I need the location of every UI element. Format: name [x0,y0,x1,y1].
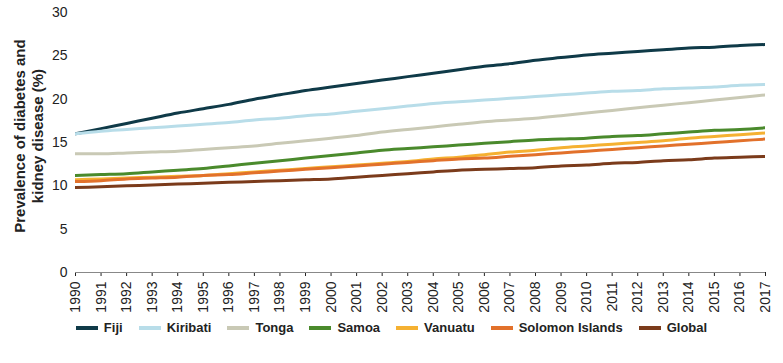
svg-text:2001: 2001 [348,281,364,312]
html-text:Vanuatu: Vanuatu [424,320,475,335]
svg-text:2013: 2013 [655,281,671,312]
svg-text:15: 15 [52,134,68,150]
svg-text:1998: 1998 [271,281,287,312]
html-text:Prevalence of diabetes and kid: Prevalence of diabetes and kidney diseas… [11,39,46,233]
svg-text:1995: 1995 [195,281,211,312]
svg-text:1992: 1992 [118,281,134,312]
svg-text:1994: 1994 [169,281,185,312]
html-text:Kiribati: Kiribati [166,320,212,335]
svg-text:2011: 2011 [604,281,620,311]
svg-text:2009: 2009 [553,281,569,312]
svg-text:2000: 2000 [323,281,339,312]
svg-text:2004: 2004 [425,281,441,312]
svg-text:2006: 2006 [476,281,492,312]
html-text:Global: Global [666,320,708,335]
svg-text:2005: 2005 [450,281,466,312]
svg-text:2015: 2015 [706,281,722,312]
svg-text:25: 25 [52,47,68,63]
svg-text:2014: 2014 [680,281,696,312]
html-text:Tonga: Tonga [255,320,294,335]
svg-text:1997: 1997 [246,281,262,312]
html-text:Fiji: Fiji [103,320,123,335]
svg-text:0: 0 [60,264,68,280]
svg-text:2003: 2003 [399,281,415,312]
svg-text:1996: 1996 [220,281,236,312]
svg-text:2008: 2008 [527,281,543,312]
svg-text:20: 20 [52,91,68,107]
svg-text:1993: 1993 [144,281,160,312]
svg-text:2016: 2016 [731,281,747,312]
svg-text:5: 5 [60,221,68,237]
svg-text:1999: 1999 [297,281,313,312]
svg-text:2010: 2010 [578,281,594,312]
html-text:Solomon Islands: Solomon Islands [518,320,623,335]
svg-text:2012: 2012 [629,281,645,312]
svg-text:1991: 1991 [93,281,109,312]
svg-text:10: 10 [52,177,68,193]
svg-text:2007: 2007 [501,281,517,312]
svg-text:2017: 2017 [757,281,773,312]
svg-text:2002: 2002 [374,281,390,312]
svg-text:30: 30 [52,4,68,20]
html-text:Samoa: Samoa [337,320,381,335]
svg-text:1990: 1990 [67,281,83,312]
